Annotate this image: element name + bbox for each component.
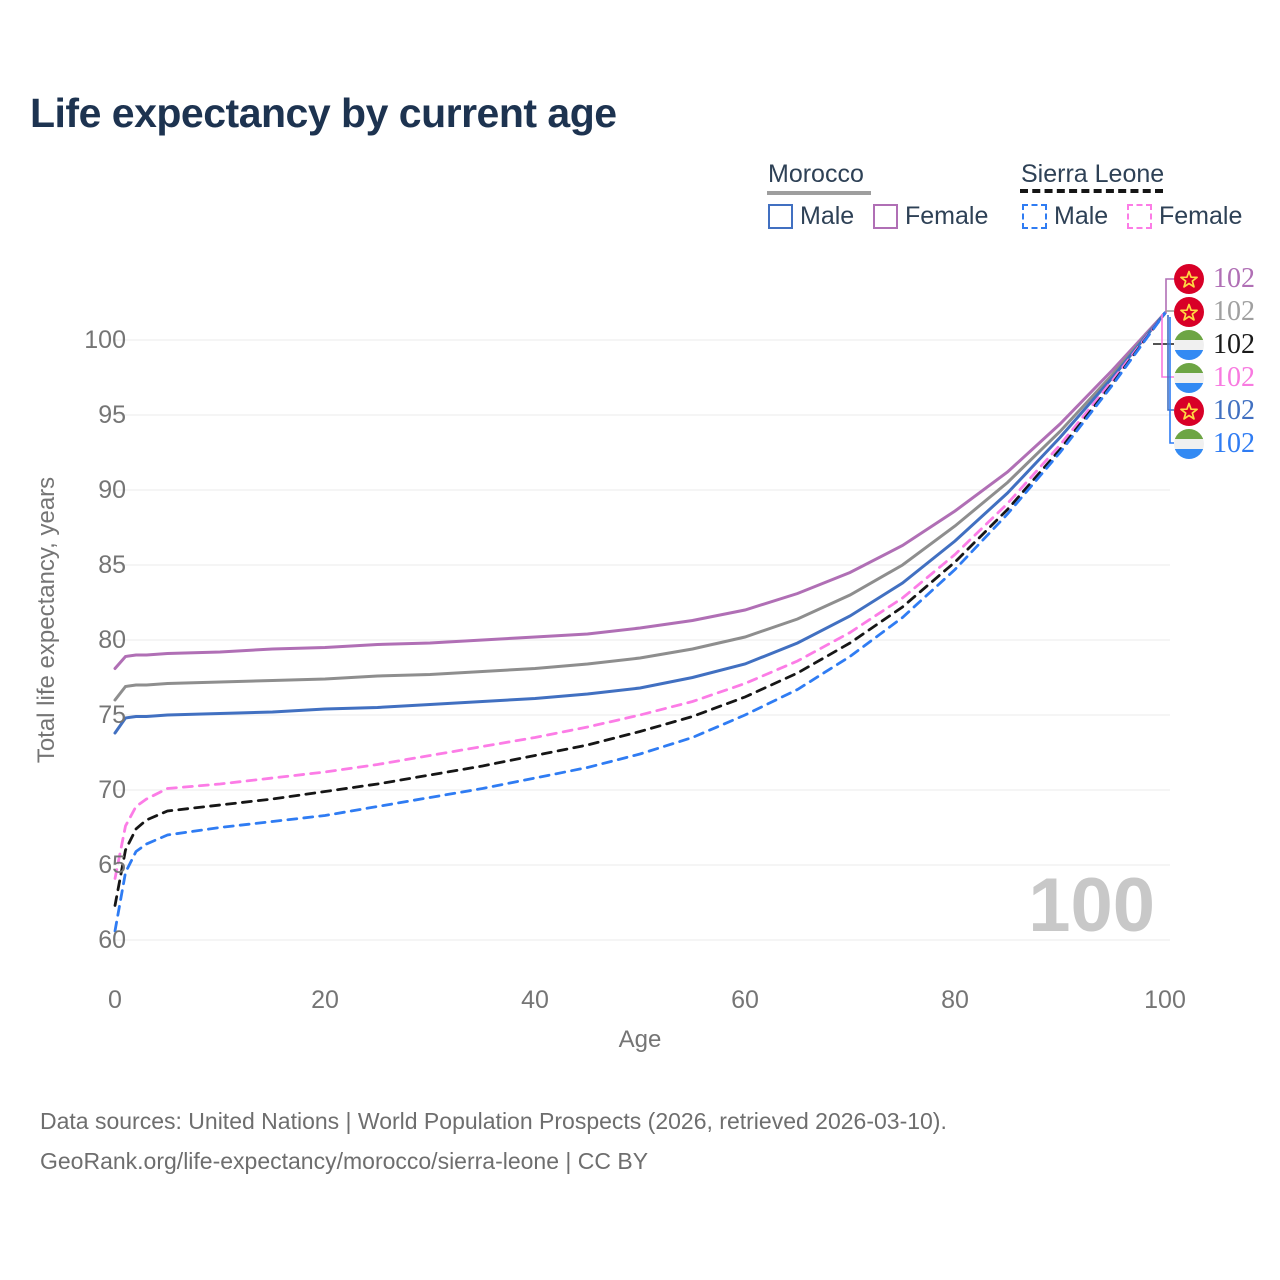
y-tick-100: 100 [84, 326, 126, 354]
end-label-value: 102 [1213, 328, 1255, 360]
legend-item-morocco-male[interactable]: Male [768, 202, 854, 230]
end-label-leader-4 [1167, 315, 1174, 411]
y-tick-80: 80 [98, 626, 126, 654]
end-label-morocco-all: 102 [1174, 295, 1255, 328]
morocco-flag-icon [1174, 263, 1204, 294]
legend-group-morocco[interactable]: Morocco [768, 160, 864, 188]
series-line-sierra-leone-male[interactable] [113, 311, 1167, 933]
series-line-sierra-leone-all[interactable] [113, 311, 1167, 907]
end-label-morocco-male: 102 [1174, 394, 1255, 427]
x-tick-80: 80 [941, 986, 969, 1014]
x-tick-40: 40 [521, 986, 549, 1014]
legend-underline-morocco [767, 191, 871, 195]
series-line-morocco-all[interactable] [113, 311, 1167, 702]
legend-group-sierra-leone[interactable]: Sierra Leone [1021, 160, 1165, 188]
end-label-value: 102 [1213, 262, 1255, 294]
y-tick-70: 70 [98, 776, 126, 804]
sierra-leone-flag-icon [1174, 329, 1204, 360]
morocco-flag-icon [1174, 296, 1204, 327]
sierra-leone-flag-icon [1174, 428, 1204, 459]
data-sources-text: Data sources: United Nations | World Pop… [40, 1108, 947, 1134]
sierra-leone-flag-icon [1174, 362, 1204, 393]
x-tick-20: 20 [311, 986, 339, 1014]
legend-item-sierra-leone-female[interactable]: Female [1127, 202, 1242, 230]
legend-item-morocco-female[interactable]: Female [873, 202, 988, 230]
attribution-text: GeoRank.org/life-expectancy/morocco/sier… [40, 1148, 649, 1174]
legend-item-sierra-leone-male[interactable]: Male [1022, 202, 1108, 230]
page-title: Life expectancy by current age [30, 90, 617, 136]
end-label-value: 102 [1213, 295, 1255, 327]
end-label-leader-0 [1165, 278, 1174, 313]
legend-item-label: Female [1159, 202, 1243, 230]
end-label-value: 102 [1213, 361, 1255, 393]
y-tick-75: 75 [98, 701, 126, 729]
end-label-value: 102 [1213, 394, 1255, 426]
age-counter-watermark: 100 [1028, 863, 1155, 948]
end-label-sierra-leone-all: 102 [1174, 328, 1255, 361]
legend-swatch-morocco-male[interactable] [768, 203, 793, 229]
x-tick-0: 0 [108, 986, 122, 1014]
end-label-value: 102 [1213, 427, 1255, 459]
legend-underline-sierra-leone [1020, 189, 1163, 193]
legend-item-label: Male [1054, 202, 1109, 230]
morocco-flag-icon [1174, 395, 1204, 426]
y-tick-85: 85 [98, 551, 126, 579]
end-label-morocco-female: 102 [1174, 262, 1255, 295]
series-line-morocco-male[interactable] [113, 311, 1167, 735]
series-line-sierra-leone-female[interactable] [113, 311, 1167, 880]
end-label-sierra-leone-male: 102 [1174, 427, 1255, 460]
y-tick-65: 65 [98, 851, 126, 879]
legend-swatch-morocco-female[interactable] [873, 203, 898, 229]
series-line-morocco-female[interactable] [113, 311, 1167, 670]
y-tick-95: 95 [98, 401, 126, 429]
y-tick-90: 90 [98, 476, 126, 504]
end-label-leader-5 [1169, 317, 1174, 444]
x-tick-60: 60 [731, 986, 759, 1014]
legend-swatch-sierra-leone-male[interactable] [1022, 203, 1047, 229]
legend-item-label: Male [800, 202, 855, 230]
end-label-sierra-leone-female: 102 [1174, 361, 1255, 394]
legend-item-label: Female [905, 202, 989, 230]
y-tick-60: 60 [98, 926, 126, 954]
legend-swatch-sierra-leone-female[interactable] [1127, 203, 1152, 229]
x-tick-100: 100 [1144, 986, 1186, 1014]
x-axis-title: Age [618, 1026, 662, 1053]
